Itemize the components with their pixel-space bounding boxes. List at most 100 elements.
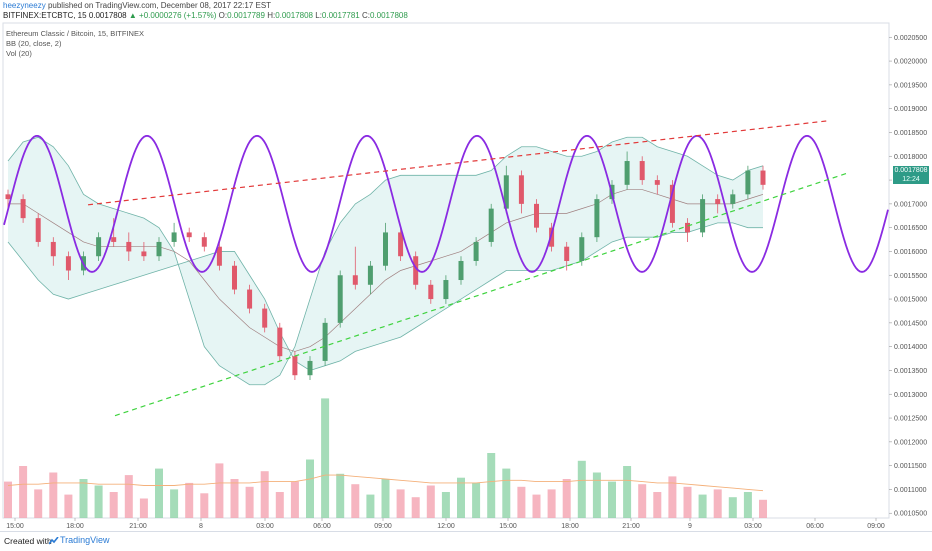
volume-legend[interactable]: Vol (20) [6,49,32,58]
candle-body [247,289,253,309]
candle-body [367,265,373,285]
volume-bar [79,479,88,518]
candle-body [232,265,237,290]
candle-body [383,232,388,266]
bb-lower-line [7,222,763,371]
price-tick-label: 0.0016000 [894,249,927,256]
candle-body [398,232,404,257]
time-tick-label: 06:00 [313,523,331,530]
footer: Created with TradingView [0,531,932,551]
volume-bar [34,489,43,518]
candle-body [624,161,630,185]
volume-bar [759,499,767,518]
bb-legend[interactable]: BB (20, close, 2) [6,39,62,48]
price-tick-label: 0.0013000 [894,392,927,399]
candle-body [413,256,419,285]
candle-body [654,180,660,185]
candle-body [186,232,192,238]
volume-bar [653,492,662,518]
tradingview-logo-icon [49,537,59,545]
volume-bar [215,463,224,518]
price-tick-label: 0.0014000 [894,344,927,351]
candle-body [50,241,56,257]
candle-body [65,256,71,271]
time-tick-label: 09:00 [867,523,885,530]
candle-body [549,227,555,247]
volume-bar [411,497,420,518]
time-tick-label: 18:00 [561,523,579,530]
volume-bar [743,492,752,518]
series-legend[interactable]: Ethereum Classic / Bitcoin, 15, BITFINEX [6,29,144,38]
volume-bar [366,494,375,518]
candle-body [488,208,494,242]
price-tick-label: 0.0010500 [894,511,927,518]
candle-body [730,194,736,204]
bar-countdown: 12:24 [893,175,929,184]
volume-bar [321,398,330,518]
volume-bar [64,494,73,518]
volume-bar [185,482,194,518]
candles [5,151,766,380]
low-value: 0.0017781 [321,11,360,20]
volume-bar [517,486,526,518]
volume-bar [577,460,586,518]
price-tick-label: 0.0015500 [894,273,927,280]
candle-body [639,161,645,181]
low-label: L: [315,11,322,20]
time-tick-label: 06:00 [806,523,824,530]
tradingview-link[interactable]: TradingView [60,535,110,545]
price-tick-label: 0.0012000 [894,439,927,446]
price-tick-label: 0.0020000 [894,59,927,66]
volume-bar [351,484,360,518]
candle-body [201,237,207,247]
price-tick-label: 0.0016500 [894,225,927,232]
author-link[interactable]: heezyneezy [3,1,46,10]
price-tick-label: 0.0013500 [894,368,927,375]
bb-upper-line [7,136,764,386]
high-value: 0.0017808 [275,11,314,20]
price-tick-label: 0.0011500 [894,463,927,470]
volume-bar [109,492,118,518]
candle-body [458,260,464,281]
volume-bar [472,482,481,518]
candle-body [428,284,434,300]
symbol-label: BITFINEX:ETCBTC, 15 [3,11,87,20]
volume-bar [441,492,450,518]
high-label: H: [267,11,276,20]
price-chart[interactable]: 0.0020500 0.0020000 0.0019500 0.0019000 0.00… [0,0,932,532]
change-up-icon: ▲ [128,11,137,20]
last-price: 0.0017808 [88,11,127,20]
candle-body [111,237,117,242]
open-value: 0.0017789 [227,11,265,20]
volume-bar [426,485,435,518]
candle-body [715,199,721,204]
volume-bar [562,479,571,518]
support-trendline [114,172,849,417]
price-tick-label: 0.0018000 [894,154,927,161]
candle-body [216,246,222,266]
candle-body [307,360,313,376]
time-tick-label: 15:00 [499,523,517,530]
price-tick-label: 0.0011000 [894,487,927,494]
candle-body [700,199,706,233]
candle-body [35,218,41,242]
volume-bar [245,486,254,518]
volume-bar [155,468,163,518]
price-axis: 0.0020500 0.0020000 0.0019500 0.0019000 0.00… [889,35,927,518]
price-tick-label: 0.0015000 [894,297,927,304]
volume-bar [336,473,345,518]
candle-body [171,232,177,242]
candle-body [20,199,26,219]
volume-bar [275,492,284,518]
candle-body [277,327,283,357]
candle-body [473,241,479,261]
volume-bar [592,472,601,518]
volume-ma-line [7,474,764,492]
volume-bar [4,481,12,518]
candle-body [126,241,132,252]
time-tick-label: 03:00 [744,523,762,530]
price-tick-label: 0.0020500 [894,35,927,42]
candle-body [669,184,675,223]
volume-bar [19,466,28,518]
candle-body [5,194,11,200]
